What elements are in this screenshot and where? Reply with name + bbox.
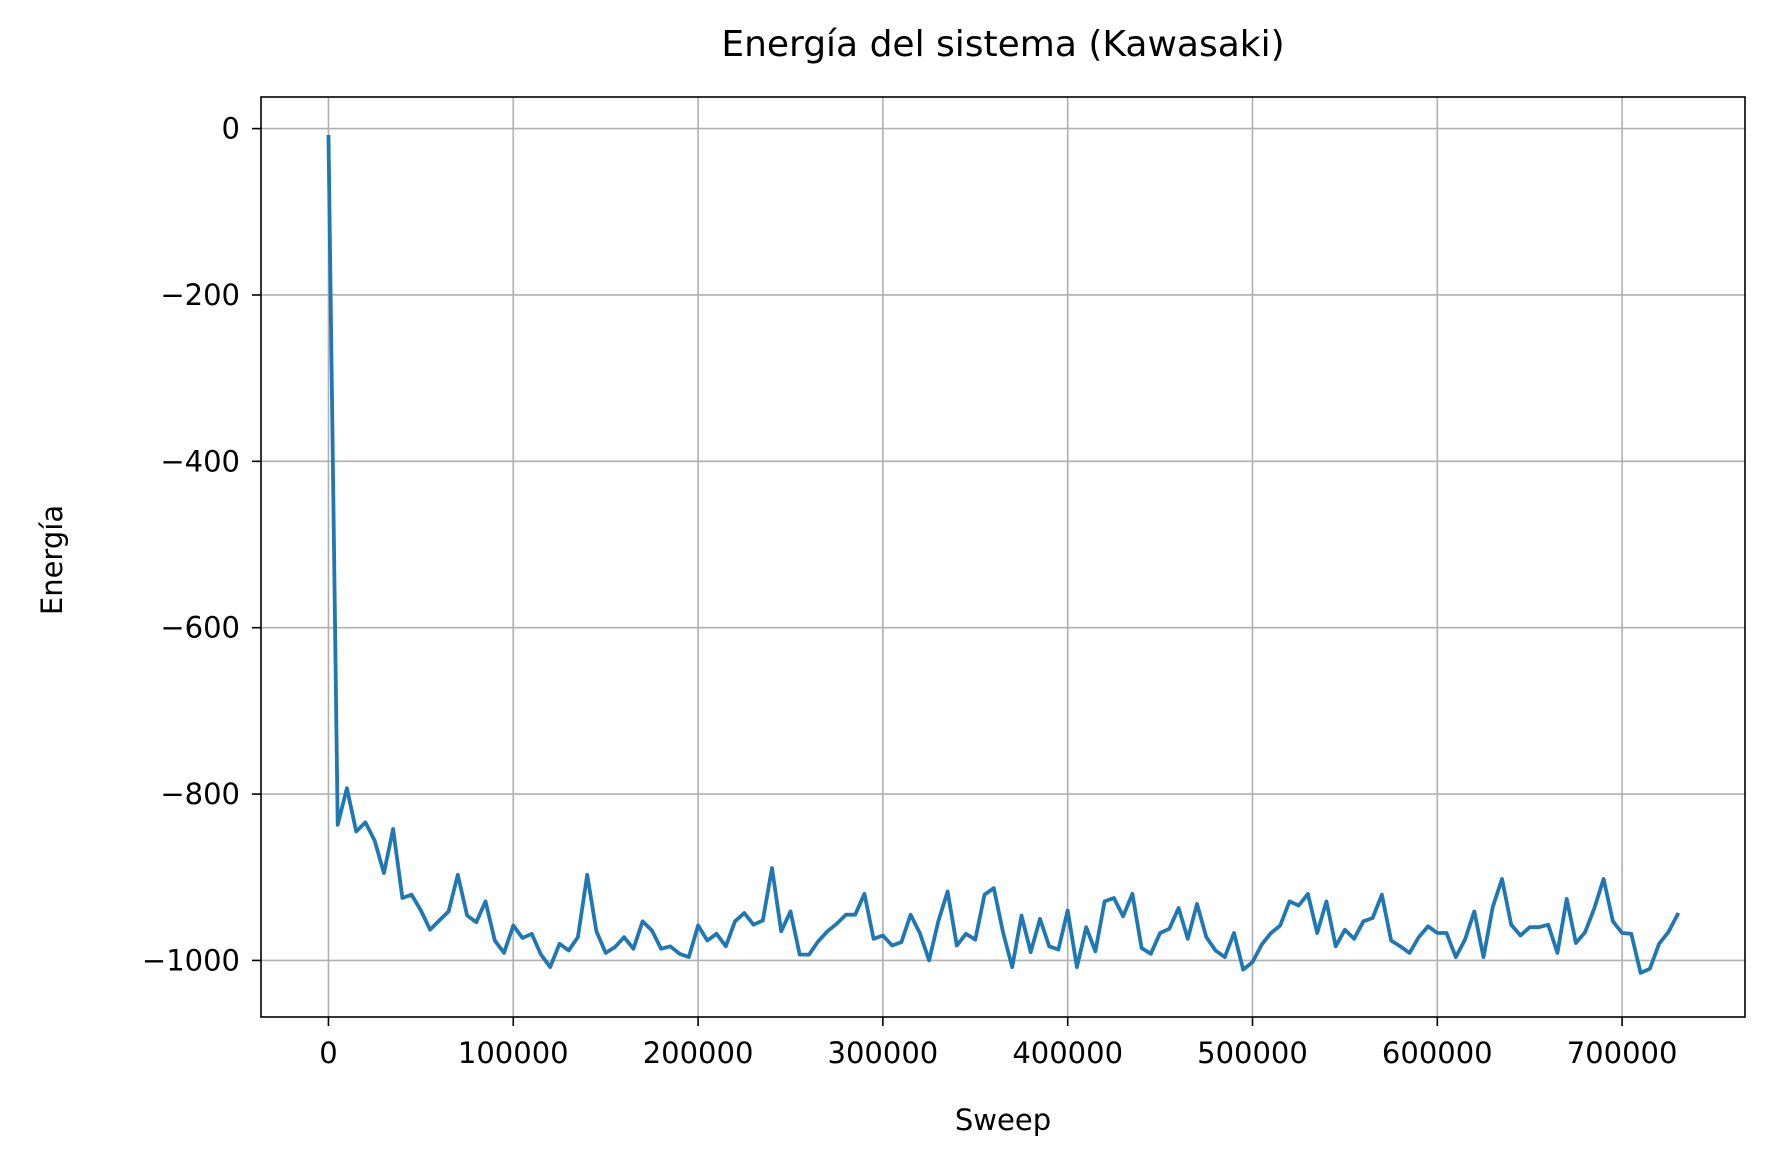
y-tick-label: 0	[222, 112, 240, 146]
y-tick-label: −400	[160, 444, 240, 478]
chart-title: Energía del sistema (Kawasaki)	[721, 24, 1284, 65]
x-axis-label: Sweep	[955, 1103, 1051, 1137]
y-axis: 0 −200 −400 −600 −800 −1000	[142, 112, 261, 977]
x-tick-label: 600000	[1382, 1036, 1493, 1070]
y-tick-label: −600	[160, 611, 240, 645]
x-tick-label: 400000	[1012, 1036, 1123, 1070]
y-axis-label: Energía	[35, 505, 69, 615]
x-tick-label: 0	[319, 1036, 337, 1070]
x-tick-label: 300000	[828, 1036, 939, 1070]
x-tick-label: 200000	[643, 1036, 754, 1070]
y-tick-label: −1000	[142, 943, 240, 977]
grid-lines	[261, 97, 1745, 1017]
y-tick-label: −800	[160, 777, 240, 811]
y-tick-label: −200	[160, 278, 240, 312]
energy-series-line	[326, 134, 1681, 975]
x-tick-label: 100000	[458, 1036, 569, 1070]
series-layer	[326, 134, 1681, 975]
x-axis: 0 100000 200000 300000 400000 500000 600000 700…	[319, 1017, 1677, 1070]
x-tick-label: 500000	[1197, 1036, 1308, 1070]
plot-area-frame	[260, 96, 1746, 1018]
x-tick-label: 700000	[1567, 1036, 1678, 1070]
